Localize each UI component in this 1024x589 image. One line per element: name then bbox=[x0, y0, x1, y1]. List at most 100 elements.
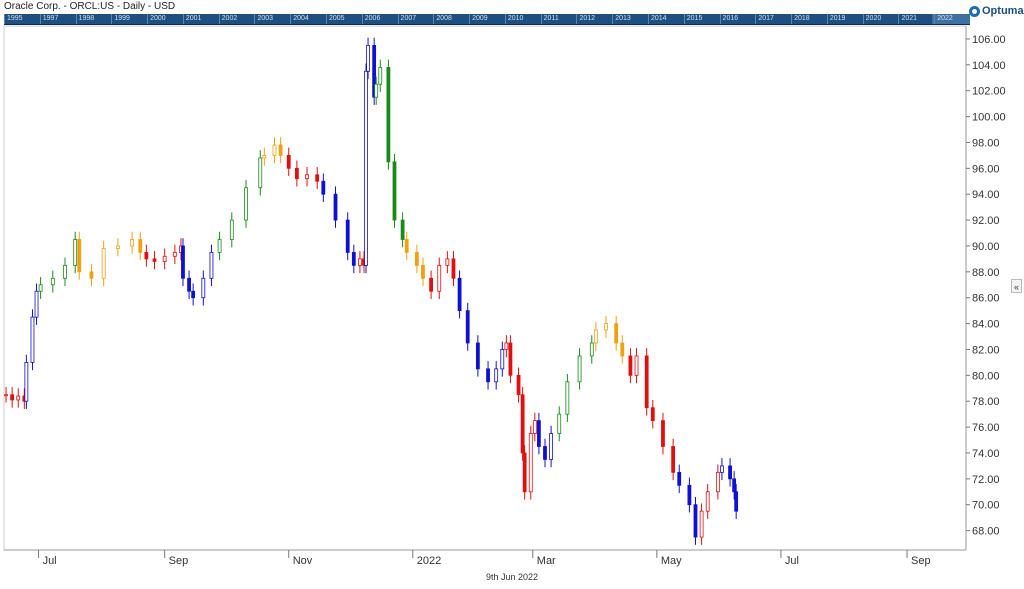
plot-area[interactable] bbox=[3, 25, 967, 551]
overview-year-label: 2019 bbox=[826, 14, 863, 24]
overview-year-label: 2013 bbox=[612, 14, 648, 24]
overview-year-label: 2021 bbox=[898, 14, 934, 24]
x-tick-label: Mar bbox=[537, 555, 556, 567]
candle-body bbox=[201, 277, 206, 299]
candle-body bbox=[374, 83, 379, 98]
y-tick-label: 92.00 bbox=[972, 215, 1000, 227]
x-tick-label: Nov bbox=[293, 555, 313, 567]
candle-body bbox=[286, 154, 291, 169]
y-tick-label: 106.00 bbox=[972, 34, 1006, 46]
candle-body bbox=[536, 420, 541, 447]
overview-year-label: 2010 bbox=[504, 14, 541, 24]
y-tick-label: 98.00 bbox=[972, 137, 1000, 149]
overview-year-label: 1998 bbox=[75, 14, 112, 24]
x-tick-label: Sep bbox=[911, 555, 931, 567]
candle-body bbox=[50, 277, 55, 286]
overview-year-strip[interactable]: 1995 1997 1998 1999 2000 2001 2002 2003 2004 2005… bbox=[4, 14, 970, 25]
candle-body bbox=[244, 187, 248, 221]
y-tick-label: 84.00 bbox=[972, 319, 1000, 331]
candle-body bbox=[414, 252, 419, 266]
y-tick-label: 78.00 bbox=[972, 396, 1000, 408]
candle-body bbox=[364, 70, 368, 266]
candle-body bbox=[728, 465, 732, 480]
candle-body bbox=[705, 491, 710, 512]
candle-body bbox=[10, 394, 15, 401]
cursor-date-label: 9th Jun 2022 bbox=[485, 572, 539, 582]
candle-body bbox=[258, 157, 263, 189]
overview-year-label: 2022 bbox=[934, 14, 970, 24]
candle-body bbox=[516, 374, 521, 396]
y-tick-label: 88.00 bbox=[972, 267, 1000, 279]
candle-body bbox=[620, 342, 625, 357]
candle-body bbox=[522, 452, 527, 493]
candle-body bbox=[644, 355, 649, 409]
candle-body bbox=[715, 471, 720, 493]
x-tick-label: 2022 bbox=[417, 555, 441, 567]
overview-year-label: 1997 bbox=[39, 14, 76, 24]
candle-body bbox=[130, 239, 135, 247]
candle-body bbox=[650, 407, 655, 422]
candle-body bbox=[181, 245, 185, 279]
candle-body bbox=[486, 368, 490, 383]
candle-body bbox=[693, 504, 698, 538]
candle-body bbox=[404, 239, 409, 253]
candle-body bbox=[321, 180, 326, 195]
overview-year-label: 2007 bbox=[397, 14, 434, 24]
candle-body bbox=[144, 252, 149, 260]
candle-body bbox=[101, 248, 106, 279]
candle-body bbox=[628, 355, 633, 376]
optuma-logo-text: Optuma bbox=[982, 5, 1024, 17]
y-tick-label: 76.00 bbox=[972, 422, 1000, 434]
candle-body bbox=[532, 420, 537, 434]
candle-body bbox=[305, 174, 309, 180]
candle-body bbox=[138, 239, 143, 253]
candle-body bbox=[378, 67, 383, 85]
candle-body bbox=[392, 161, 397, 221]
candle-body bbox=[429, 277, 434, 292]
candle-body bbox=[217, 239, 222, 253]
candle-body bbox=[278, 144, 283, 156]
overview-visible-range[interactable] bbox=[932, 14, 970, 24]
overview-year-label: 2017 bbox=[755, 14, 791, 24]
collapse-panel-button[interactable]: « bbox=[1011, 279, 1022, 293]
candle-body bbox=[366, 45, 370, 72]
candle-body bbox=[634, 355, 639, 376]
candle-body bbox=[162, 255, 167, 262]
candle-body bbox=[30, 316, 35, 363]
optuma-logo-icon bbox=[969, 5, 980, 17]
y-tick-label: 100.00 bbox=[972, 112, 1006, 124]
candle-body bbox=[504, 342, 509, 350]
candle-body bbox=[732, 478, 737, 493]
overview-year-label: 1999 bbox=[111, 14, 147, 24]
candle-body bbox=[457, 277, 462, 312]
candle-body bbox=[73, 239, 78, 266]
candle-body bbox=[687, 484, 692, 506]
candle-body bbox=[351, 252, 356, 266]
candle-body bbox=[372, 45, 377, 98]
candle-body bbox=[115, 245, 120, 249]
candle-body bbox=[191, 290, 196, 299]
overview-year-label: 2000 bbox=[147, 14, 183, 24]
candle-body bbox=[557, 413, 562, 434]
candle-body bbox=[4, 394, 8, 397]
overview-year-label: 2005 bbox=[326, 14, 362, 24]
candle-body bbox=[38, 284, 43, 292]
optuma-logo: Optuma bbox=[969, 2, 1024, 20]
candle-body bbox=[272, 144, 277, 156]
y-tick-label: 68.00 bbox=[972, 526, 1000, 538]
candle-body bbox=[520, 394, 525, 454]
overview-year-label: 2003 bbox=[254, 14, 290, 24]
y-tick-label: 90.00 bbox=[972, 241, 1000, 253]
candle-body bbox=[565, 381, 570, 415]
candle-body bbox=[24, 361, 29, 402]
y-tick-label: 102.00 bbox=[972, 86, 1006, 98]
y-tick-label: 96.00 bbox=[972, 163, 1000, 175]
y-tick-label: 74.00 bbox=[972, 448, 1000, 460]
candle-body bbox=[34, 290, 39, 318]
candle-body bbox=[671, 446, 676, 473]
candle-body bbox=[604, 323, 608, 331]
candle-body bbox=[386, 67, 391, 163]
candle-body bbox=[589, 342, 594, 357]
overview-year-label: 2002 bbox=[218, 14, 255, 24]
